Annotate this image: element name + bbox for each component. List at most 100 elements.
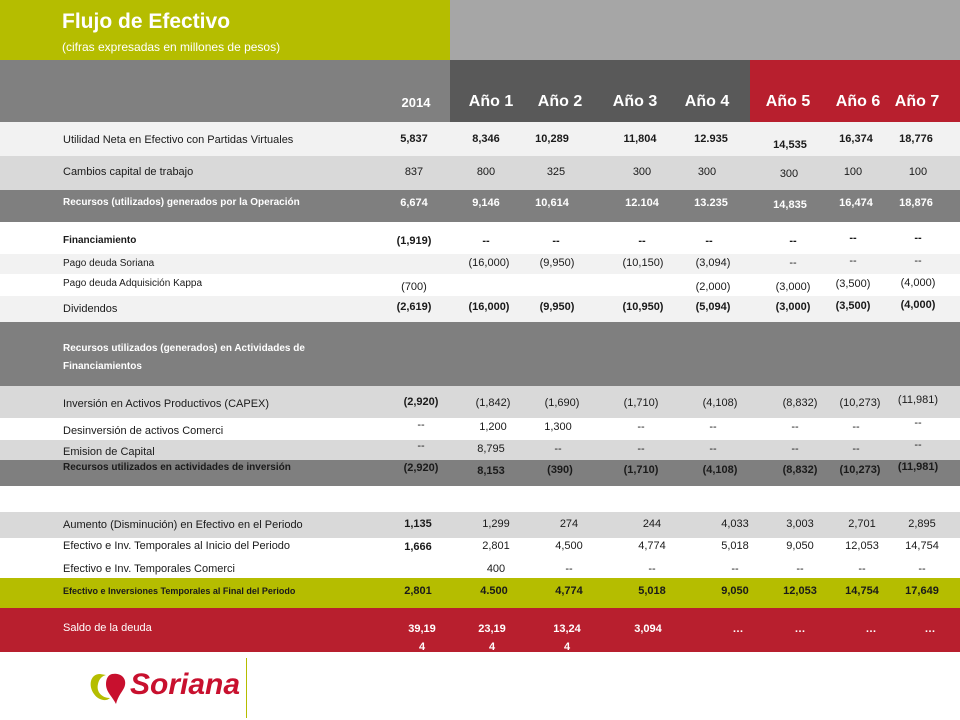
cell: 17,649 [905, 585, 939, 597]
row-bg-dividendos [0, 296, 960, 322]
cell: 2,801 [482, 540, 510, 552]
cell: 12.935 [694, 133, 728, 145]
cell: 800 [476, 166, 496, 178]
row-bg-emision [0, 440, 960, 460]
cell: -- [852, 421, 860, 433]
row-bg-recursos-financiamiento [0, 322, 960, 386]
cell: 12,053 [845, 540, 879, 552]
cell: 1,299 [482, 518, 510, 530]
cell: 14,754 [905, 540, 939, 552]
cell: (11,981) [897, 394, 939, 406]
cell: (4,108) [702, 464, 738, 476]
cell: (10,950) [622, 301, 664, 313]
cell: -- [858, 563, 866, 575]
cell: 4,774 [638, 540, 666, 552]
cell: … [924, 623, 936, 635]
cell: 5,018 [638, 585, 666, 597]
cell: (10,273) [839, 397, 881, 409]
row-label-final: Efectivo e Inversiones Temporales al Fin… [63, 586, 296, 596]
cell: -- [709, 443, 717, 455]
cell: (3,000) [775, 301, 811, 313]
cell: 14,754 [845, 585, 879, 597]
cell: -- [849, 255, 857, 267]
cell: (1,710) [623, 464, 659, 476]
cell: 14,835 [773, 199, 807, 211]
row-label-saldo-deuda: Saldo de la deuda [63, 622, 152, 634]
cell: 8,153 [477, 465, 505, 477]
cell: 2,801 [404, 585, 432, 597]
cell: -- [914, 439, 922, 451]
cell: 6,674 [400, 197, 428, 209]
cell: 244 [642, 518, 662, 530]
cell: -- [648, 563, 656, 575]
footer-logo-area [0, 652, 960, 720]
cell: (4,000) [900, 277, 936, 289]
column-header-ano-5: Año 5 [765, 93, 811, 110]
row-label-aumento: Aumento (Disminución) en Efectivo en el … [63, 519, 303, 531]
row-bg-recursos-inversion [0, 460, 960, 486]
soriana-logo-icon [90, 673, 126, 704]
row-label-recursos-inversion: Recursos utilizados en actividades de in… [63, 462, 291, 473]
cell: 5,837 [400, 133, 428, 145]
cell: -- [791, 421, 799, 433]
cell: (11,981) [897, 461, 939, 473]
cell: -- [852, 443, 860, 455]
cell: 8,795 [477, 443, 505, 455]
column-header-ano-7: Año 7 [894, 93, 940, 110]
cell: -- [565, 563, 573, 575]
page-title: Flujo de Efectivo [62, 10, 231, 33]
cell: … [794, 623, 806, 635]
cell: 10,289 [535, 133, 569, 145]
cell: 9,146 [472, 197, 500, 209]
cell: 11,804 [623, 133, 657, 145]
cell: 9,050 [786, 540, 814, 552]
cell: -- [705, 235, 713, 247]
cell: 300 [632, 166, 652, 178]
row-bg-utilidad-neta [0, 122, 960, 156]
cell: (8,832) [782, 464, 818, 476]
cell: 3,003 [786, 518, 814, 530]
cell: (1,710) [623, 397, 659, 409]
cell: 18,776 [899, 133, 933, 145]
cell: (16,000) [468, 257, 510, 269]
cell: … [732, 623, 744, 635]
row-bg-cambios-capital [0, 156, 960, 190]
row-bg-capex [0, 386, 960, 418]
cell: (9,950) [539, 301, 575, 313]
cell: (3,500) [835, 300, 871, 312]
cell-wrap: 4 [418, 641, 426, 653]
cell: (16,000) [468, 301, 510, 313]
cell: (3,000) [775, 281, 811, 293]
cell: (10,273) [839, 464, 881, 476]
cell: (2,920) [403, 462, 439, 474]
cell: -- [731, 563, 739, 575]
title-banner-gray [450, 0, 960, 60]
cell: (2,920) [403, 396, 439, 408]
row-label-comerci: Efectivo e Inv. Temporales Comerci [63, 563, 235, 575]
cell: (1,842) [475, 397, 511, 409]
cell: (1,919) [396, 235, 432, 247]
brand-name: Soriana [130, 668, 241, 701]
cell: -- [417, 419, 425, 431]
cell: -- [709, 421, 717, 433]
cell: -- [789, 235, 797, 247]
cell: 16,374 [839, 133, 873, 145]
cell: 39,19 [408, 623, 436, 635]
cell: (3,094) [695, 257, 731, 269]
cell: 2,701 [848, 518, 876, 530]
cell: -- [789, 257, 797, 269]
cell: 10,614 [535, 197, 569, 209]
row-bg-final [0, 578, 960, 608]
cell: 325 [546, 166, 566, 178]
cell: … [865, 623, 877, 635]
cell: 18,876 [899, 197, 933, 209]
cell: (8,832) [782, 397, 818, 409]
row-label-inicio: Efectivo e Inv. Temporales al Inicio del… [63, 540, 291, 552]
cell: (2,000) [695, 281, 731, 293]
column-header-ano-3: Año 3 [612, 93, 658, 110]
cell: 1,200 [479, 421, 507, 433]
title-banner [0, 0, 450, 60]
cell: 13,24 [553, 623, 581, 635]
cell: -- [638, 235, 646, 247]
row-bg-saldo-deuda [0, 608, 960, 652]
